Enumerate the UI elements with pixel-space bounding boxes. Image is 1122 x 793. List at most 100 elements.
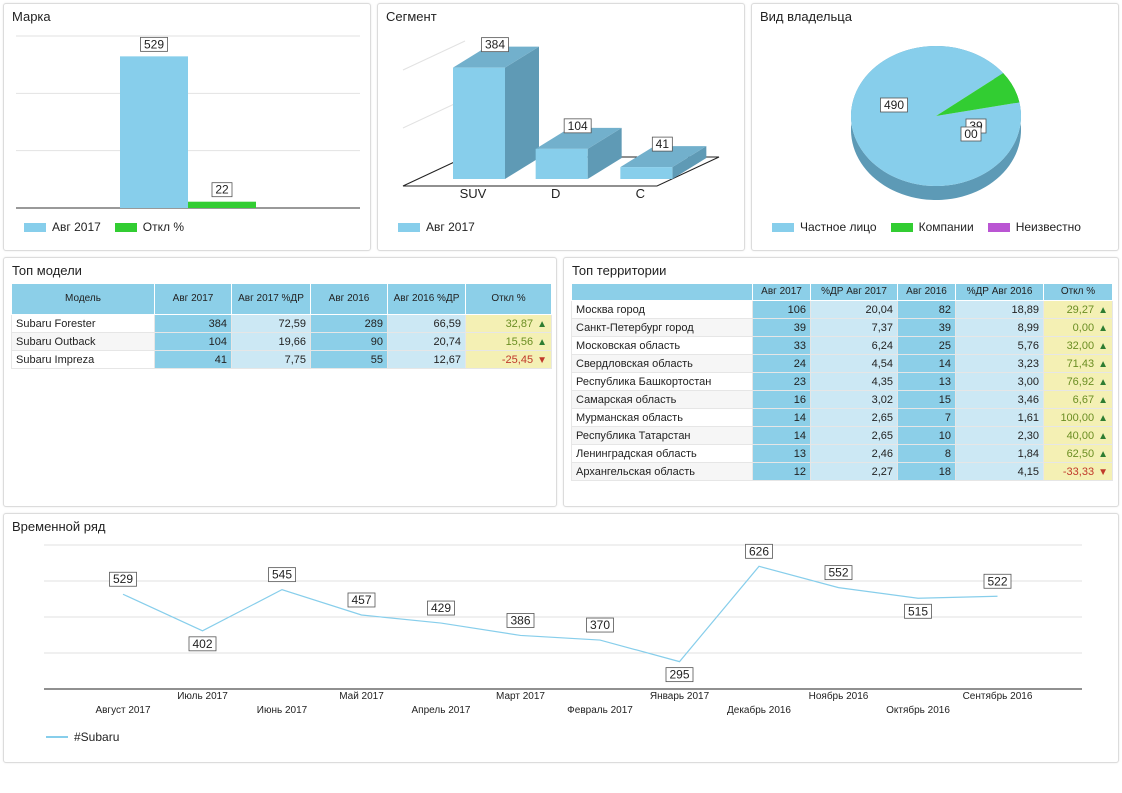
x-tick-label: Сентябрь 2016 bbox=[963, 690, 1033, 702]
data-label: 529 bbox=[109, 571, 137, 587]
owner-panel: Вид владельца 490 39 00 Частное лицо Компа… bbox=[751, 3, 1119, 251]
bar-suv[interactable] bbox=[453, 46, 539, 179]
owner-legend: Частное лицо Компании Неизвестно bbox=[772, 220, 1095, 234]
svg-text:402: 402 bbox=[192, 637, 212, 651]
value-cell: 33 bbox=[752, 336, 811, 355]
brand-chart: 529 22 bbox=[16, 35, 360, 209]
territories-panel: Топ территории Авг 2017 %ДР Авг 2017 Авг… bbox=[563, 257, 1119, 507]
svg-text:457: 457 bbox=[351, 593, 371, 607]
bar-deviation[interactable] bbox=[188, 201, 256, 208]
value-cell: 20,74 bbox=[387, 332, 466, 351]
data-label: 402 bbox=[188, 636, 217, 652]
table-row[interactable]: Республика Татарстан 14 2,65 10 2,30 40,00 ▲ bbox=[571, 426, 1113, 445]
pie-slice-private[interactable] bbox=[851, 45, 1021, 187]
legend-line-swatch bbox=[46, 736, 68, 738]
table-row[interactable]: Subaru Forester 384 72,59 289 66,59 32,87 ▲ bbox=[11, 314, 552, 333]
bar-c[interactable] bbox=[620, 146, 707, 179]
territory-name-cell: Ленинградская область bbox=[571, 444, 753, 463]
timeseries-legend-item-subaru[interactable]: #Subaru bbox=[46, 730, 119, 744]
timeseries-title: Временной ряд bbox=[12, 519, 106, 534]
owner-title: Вид владельца bbox=[760, 9, 852, 24]
deviation-cell: 0,00 ▲ bbox=[1043, 318, 1113, 337]
value-cell: 1,61 bbox=[955, 408, 1044, 427]
column-header[interactable]: Авг 2017 %ДР bbox=[231, 283, 311, 315]
table-row[interactable]: Московская область 33 6,24 25 5,76 32,00 ▲ bbox=[571, 336, 1113, 355]
value-cell: 1,84 bbox=[955, 444, 1044, 463]
table-row[interactable]: Москва город 106 20,04 82 18,89 29,27 ▲ bbox=[571, 300, 1113, 319]
x-tick-label: Ноябрь 2016 bbox=[809, 690, 869, 702]
data-label: 490 bbox=[880, 97, 908, 113]
value-cell: 12 bbox=[752, 462, 811, 481]
table-row[interactable]: Мурманская область 14 2,65 7 1,61 100,00 ▲ bbox=[571, 408, 1113, 427]
owner-legend-item-companies[interactable]: Компании bbox=[890, 220, 974, 234]
segment-legend-item-aug2017[interactable]: Авг 2017 bbox=[398, 220, 475, 234]
column-header[interactable] bbox=[571, 283, 753, 301]
arrow-down-icon: ▼ bbox=[537, 354, 547, 366]
value-cell: 72,59 bbox=[231, 314, 311, 333]
column-header[interactable]: Откл % bbox=[465, 283, 552, 315]
column-header[interactable]: Авг 2017 bbox=[154, 283, 232, 315]
model-name-cell: Subaru Outback bbox=[11, 332, 155, 351]
bar-aug2017[interactable] bbox=[120, 56, 188, 208]
value-cell: 7,75 bbox=[231, 350, 311, 369]
owner-legend-item-private[interactable]: Частное лицо bbox=[772, 220, 877, 234]
svg-text:626: 626 bbox=[749, 544, 769, 558]
column-header[interactable]: Авг 2016 %ДР bbox=[387, 283, 466, 315]
deviation-cell: 76,92 ▲ bbox=[1043, 372, 1113, 391]
svg-text:490: 490 bbox=[884, 98, 904, 112]
deviation-value: -33,33 bbox=[1062, 465, 1095, 478]
value-cell: 16 bbox=[752, 390, 811, 409]
table-row[interactable]: Архангельская область 12 2,27 18 4,15 -33,33 ▼ bbox=[571, 462, 1113, 481]
value-cell: 2,30 bbox=[955, 426, 1044, 445]
svg-text:545: 545 bbox=[272, 568, 292, 582]
column-header[interactable]: Откл % bbox=[1043, 283, 1113, 301]
x-tick-label: Июнь 2017 bbox=[257, 705, 308, 716]
brand-legend-item-deviation[interactable]: Откл % bbox=[114, 220, 184, 234]
arrow-up-icon: ▲ bbox=[1098, 394, 1108, 406]
timeseries-legend: #Subaru bbox=[46, 730, 133, 744]
deviation-cell: 32,87 ▲ bbox=[465, 314, 552, 333]
column-header[interactable]: Авг 2016 bbox=[897, 283, 956, 301]
owner-legend-item-unknown[interactable]: Неизвестно bbox=[987, 220, 1081, 234]
brand-panel: Марка 529 22 Авг 2017 Откл % bbox=[3, 3, 371, 251]
table-row[interactable]: Санкт-Петербург город 39 7,37 39 8,99 0,00 ▲ bbox=[571, 318, 1113, 337]
table-row[interactable]: Subaru Outback 104 19,66 90 20,74 15,56 ▲ bbox=[11, 332, 552, 351]
value-cell: 2,46 bbox=[810, 444, 898, 463]
column-header[interactable]: Авг 2017 bbox=[752, 283, 811, 301]
value-cell: 18 bbox=[897, 462, 956, 481]
territory-name-cell: Москва город bbox=[571, 300, 753, 319]
brand-legend-item-aug2017[interactable]: Авг 2017 bbox=[24, 220, 101, 234]
table-row[interactable]: Ленинградская область 13 2,46 8 1,84 62,50 ▲ bbox=[571, 444, 1113, 463]
pie-slice-companies[interactable] bbox=[936, 73, 1020, 116]
column-header[interactable]: %ДР Авг 2017 bbox=[810, 283, 898, 301]
column-header[interactable]: %ДР Авг 2016 bbox=[955, 283, 1044, 301]
x-tick-label: Август 2017 bbox=[95, 705, 151, 716]
legend-swatch bbox=[772, 222, 794, 232]
svg-text:41: 41 bbox=[656, 137, 670, 151]
series-line-subaru[interactable] bbox=[122, 565, 998, 663]
deviation-cell: 15,56 ▲ bbox=[465, 332, 552, 351]
value-cell: 106 bbox=[752, 300, 811, 319]
svg-text:529: 529 bbox=[144, 37, 164, 51]
table-row[interactable]: Самарская область 16 3,02 15 3,46 6,67 ▲ bbox=[571, 390, 1113, 409]
deviation-value: 100,00 bbox=[1060, 411, 1095, 424]
column-header[interactable]: Авг 2016 bbox=[310, 283, 388, 315]
legend-label: Авг 2017 bbox=[426, 220, 475, 234]
territory-name-cell: Московская область bbox=[571, 336, 753, 355]
value-cell: 3,02 bbox=[810, 390, 898, 409]
table-row[interactable]: Республика Башкортостан 23 4,35 13 3,00 76,92… bbox=[571, 372, 1113, 391]
table-row[interactable]: Subaru Impreza 41 7,75 55 12,67 -25,45 ▼ bbox=[11, 350, 552, 369]
legend-label: Авг 2017 bbox=[52, 220, 101, 234]
legend-label: Компании bbox=[918, 220, 974, 234]
deviation-cell: -25,45 ▼ bbox=[465, 350, 552, 369]
legend-swatch bbox=[24, 222, 46, 232]
table-row[interactable]: Свердловская область 24 4,54 14 3,23 71,43 ▲ bbox=[571, 354, 1113, 373]
legend-swatch bbox=[987, 222, 1010, 232]
column-header[interactable]: Модель bbox=[11, 283, 155, 315]
models-panel: Топ модели Модель Авг 2017 Авг 2017 %ДР … bbox=[3, 257, 557, 507]
legend-label: Частное лицо bbox=[800, 220, 877, 234]
value-cell: 82 bbox=[897, 300, 956, 319]
bar-d[interactable] bbox=[535, 127, 622, 179]
value-cell: 3,00 bbox=[955, 372, 1044, 391]
